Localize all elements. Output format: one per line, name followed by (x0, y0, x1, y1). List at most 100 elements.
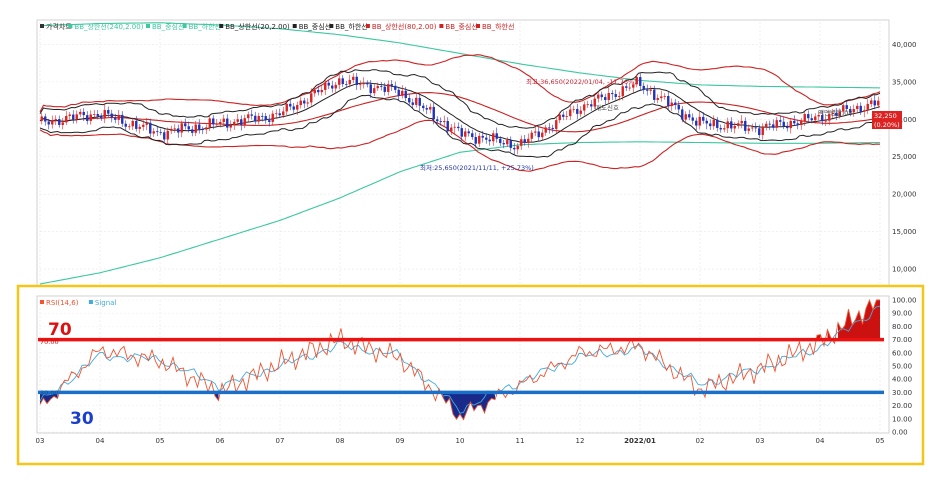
candle-body (380, 86, 383, 87)
price-y-tick: 40,000 (892, 41, 917, 49)
candle-body (506, 140, 509, 145)
candle-body (131, 120, 134, 127)
candle-body (282, 111, 285, 116)
candle-body (320, 89, 323, 93)
candle-body (145, 122, 148, 125)
candle-body (579, 110, 582, 114)
candle-body (205, 127, 208, 130)
candle-body (859, 105, 862, 112)
candle-body (502, 143, 505, 145)
candle-body (436, 119, 439, 122)
candle-body (313, 89, 316, 94)
x-tick-label: 2022/01 (624, 437, 656, 445)
rsi-y-tick: 10.00 (892, 415, 912, 423)
candle-body (604, 97, 607, 100)
candle-body (702, 116, 705, 121)
candle-body (772, 124, 775, 128)
candle-body (198, 124, 201, 130)
x-tick-label: 09 (396, 437, 405, 445)
candle-body (103, 110, 106, 119)
candle-body (653, 89, 656, 100)
price-y-tick: 35,000 (892, 78, 917, 86)
candle-body (107, 110, 110, 114)
candle-body (716, 119, 719, 128)
candle-body (856, 105, 859, 110)
candle-body (537, 131, 540, 138)
candle-body (558, 114, 561, 121)
candle-body (180, 123, 183, 133)
candle-body (786, 126, 789, 129)
candle-body (44, 116, 47, 122)
candle-body (345, 84, 348, 85)
candle-body (355, 76, 358, 86)
rsi-y-tick: 30.00 (892, 389, 912, 397)
candle-body (513, 147, 516, 150)
candle-body (530, 132, 533, 139)
candle-body (632, 84, 635, 88)
candle-body (96, 114, 99, 116)
candle-body (222, 118, 225, 123)
candle-body (831, 113, 834, 114)
legend-item: BB_하한선 (335, 22, 367, 31)
candle-body (429, 106, 432, 110)
candle-body (597, 94, 600, 99)
last-price-box (872, 111, 902, 120)
candle-body (548, 127, 551, 129)
x-tick-label: 06 (216, 437, 225, 445)
candle-body (439, 121, 442, 123)
price-y-tick: 15,000 (892, 228, 917, 236)
candle-body (492, 133, 495, 142)
legend-swatch (182, 24, 187, 28)
candle-body (555, 120, 558, 129)
line30-label: 30.00 (40, 389, 59, 397)
rsi-series (38, 298, 884, 421)
candle-body (698, 116, 701, 126)
last-change-box (872, 120, 902, 129)
candle-body (247, 114, 250, 119)
line70-label: 70.00 (40, 338, 59, 346)
candle-body (138, 126, 141, 129)
candle-body (625, 86, 628, 88)
candle-body (600, 94, 603, 98)
legend-swatch (329, 24, 334, 28)
candle-body (842, 105, 845, 112)
candle-body (509, 140, 512, 148)
candle-body (639, 77, 642, 86)
candle-body (667, 95, 670, 106)
candle-body (264, 116, 267, 121)
legend-item: BB_상한선(80,2.00) (372, 22, 437, 31)
legend-item: Signal (95, 299, 117, 307)
candle-body (618, 96, 621, 97)
candle-body (446, 121, 449, 132)
rsi-y-tick: 40.00 (892, 376, 912, 384)
candle-body (705, 120, 708, 124)
candle-body (474, 137, 477, 144)
legend-swatch (476, 24, 480, 28)
candle-body (838, 111, 841, 116)
legend-swatch (88, 300, 93, 304)
legend-swatch (292, 24, 297, 28)
candle-body (583, 104, 586, 111)
candle-body (523, 139, 526, 143)
candle-body (793, 120, 796, 124)
legend-swatch (40, 300, 44, 304)
candle-body (117, 114, 120, 120)
legend-item: BB_상한선(20,2.00) (225, 22, 290, 31)
legend-item: BB_중심선 (299, 22, 331, 31)
candle-body (142, 124, 145, 127)
candle-body (607, 93, 610, 100)
candle-body (726, 121, 729, 129)
candle-body (845, 105, 848, 109)
candle-body (499, 138, 502, 144)
candle-body (747, 128, 750, 131)
candle-body (527, 138, 530, 143)
candle-body (754, 127, 757, 129)
last-change: (0.20%) (874, 121, 900, 129)
candle-body (47, 121, 50, 125)
candle-body (303, 100, 306, 104)
candle-body (415, 97, 418, 105)
candle-body (352, 76, 355, 80)
candle-body (261, 115, 264, 117)
rsi-y-tick: 50.00 (892, 363, 912, 371)
